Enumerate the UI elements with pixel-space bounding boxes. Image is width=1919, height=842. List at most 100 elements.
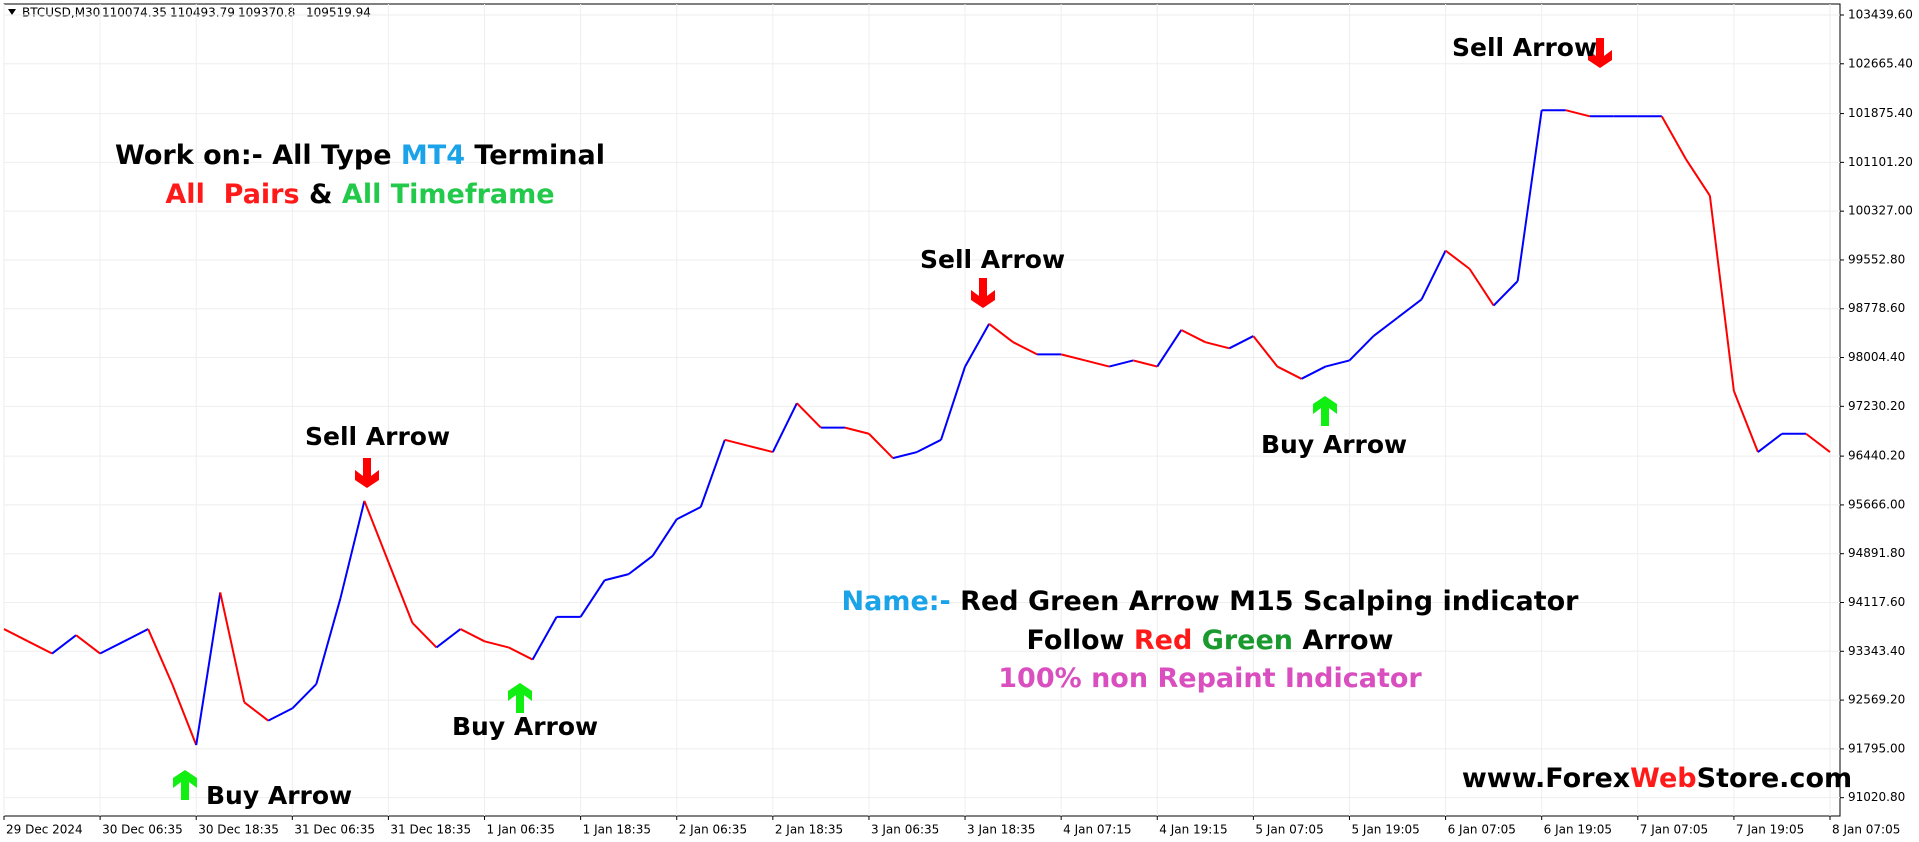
x-tick-label: 2 Jan 06:35 [679, 823, 747, 837]
price-segment [1372, 316, 1399, 337]
signal-arrow [1588, 38, 1612, 68]
price-segment [1252, 335, 1279, 368]
y-tick-label: 100327.00 [1848, 204, 1913, 218]
price-segment [1348, 335, 1375, 362]
price-segment [1757, 432, 1783, 453]
price-segment [75, 634, 101, 655]
note-text: Arrow [1302, 625, 1394, 656]
note-text: Terminal [474, 140, 605, 171]
y-tick-label: 101101.20 [1848, 155, 1913, 169]
price-segment [171, 683, 198, 746]
header-price: 109370.8 [238, 6, 295, 20]
x-tick-label: 1 Jan 06:35 [487, 823, 555, 837]
x-tick-label: 30 Dec 06:35 [102, 823, 183, 837]
menu-triangle [8, 9, 16, 15]
signal-arrow [1313, 396, 1337, 426]
plot-frame [3, 3, 1841, 817]
price-segment [363, 500, 390, 563]
note-line: All Pairs & All Timeframe [165, 179, 554, 210]
price-segment [699, 439, 726, 508]
y-tick-label: 97230.20 [1848, 399, 1905, 413]
x-tick-label: 1 Jan 18:35 [583, 823, 651, 837]
note-text: Green [1201, 625, 1294, 656]
note-text: Follow [1026, 625, 1125, 656]
price-segment [531, 616, 558, 661]
price-segment [147, 628, 174, 685]
annotation: Buy Arrow [206, 781, 352, 810]
x-tick-label: 30 Dec 18:35 [198, 823, 279, 837]
price-segment [1468, 268, 1495, 307]
y-tick-label: 92569.20 [1848, 693, 1905, 707]
symbol: BTCUSD,M30 [22, 6, 100, 20]
price-segment [1205, 341, 1230, 350]
x-tick-label: 5 Jan 07:05 [1255, 823, 1323, 837]
annotation: Sell Arrow [1452, 33, 1597, 62]
price-segment [1108, 359, 1134, 368]
x-tick-label: 3 Jan 06:35 [871, 823, 939, 837]
y-tick-label: 95666.00 [1848, 497, 1905, 511]
price-segment [1396, 298, 1423, 319]
note-text: Store.com [1696, 763, 1853, 794]
note-line: Follow Red Green Arrow [1027, 625, 1394, 656]
note-line: Work on:- All Type MT4 Terminal [115, 140, 605, 171]
price-segment [1492, 280, 1519, 307]
price-segment [579, 579, 606, 618]
price-segment [1708, 195, 1735, 392]
x-tick-label: 31 Dec 06:35 [294, 823, 375, 837]
price-segment [988, 323, 1014, 343]
note-text: Red [1133, 625, 1193, 656]
price-segment [724, 438, 750, 447]
price-segment [796, 402, 822, 429]
y-tick-label: 98778.60 [1848, 301, 1905, 315]
note-line: Name:- Red Green Arrow M15 Scalping indi… [842, 586, 1579, 617]
price-segment [771, 402, 798, 453]
annotation: Sell Arrow [305, 422, 450, 451]
x-tick-label: 29 Dec 2024 [6, 823, 83, 837]
x-tick-label: 5 Jan 19:05 [1351, 823, 1419, 837]
price-segment [1156, 329, 1183, 368]
price-segment [27, 640, 53, 655]
y-tick-label: 102665.40 [1848, 56, 1913, 70]
y-tick-label: 99552.80 [1848, 252, 1905, 266]
annotation: Buy Arrow [1261, 430, 1407, 459]
note-text: All Timeframe [341, 179, 555, 210]
price-segment [1420, 250, 1447, 300]
price-segment [868, 433, 894, 459]
price-segment [243, 701, 269, 722]
x-tick-label: 2 Jan 18:35 [775, 823, 843, 837]
x-tick-label: 6 Jan 07:05 [1448, 823, 1516, 837]
price-segment [51, 634, 77, 655]
price-segment [1132, 359, 1158, 368]
price-segment [964, 323, 990, 368]
price-segment [291, 683, 318, 710]
signal-arrow [971, 278, 995, 308]
y-tick-label: 98004.40 [1848, 350, 1905, 364]
price-segment [1084, 359, 1110, 368]
price-segment [1060, 353, 1086, 362]
y-tick-label: 91795.00 [1848, 741, 1905, 755]
price-segment [1732, 390, 1759, 453]
price-segment [508, 646, 534, 661]
y-tick-label: 94117.60 [1848, 595, 1905, 609]
annotation: Buy Arrow [452, 712, 598, 741]
price-segment [267, 707, 293, 722]
price-segment [1228, 335, 1254, 350]
price-segment [3, 628, 29, 643]
price-segment [628, 555, 654, 575]
note-text: MT4 [400, 140, 466, 171]
y-tick-label: 91020.80 [1848, 790, 1905, 804]
price-segment [748, 444, 774, 454]
note-line: 100% non Repaint Indicator [998, 663, 1422, 694]
price-segment [844, 426, 870, 435]
price-segment [651, 518, 678, 557]
header-price: 109519.94 [306, 6, 371, 20]
note-text: & [308, 179, 333, 210]
note-text: Pairs [223, 179, 300, 210]
price-segment [123, 628, 149, 643]
price-segment [315, 598, 342, 685]
note-text: All [165, 179, 205, 210]
annotation: Sell Arrow [920, 245, 1065, 274]
price-segment [219, 592, 246, 703]
x-tick-label: 4 Jan 07:15 [1063, 823, 1131, 837]
